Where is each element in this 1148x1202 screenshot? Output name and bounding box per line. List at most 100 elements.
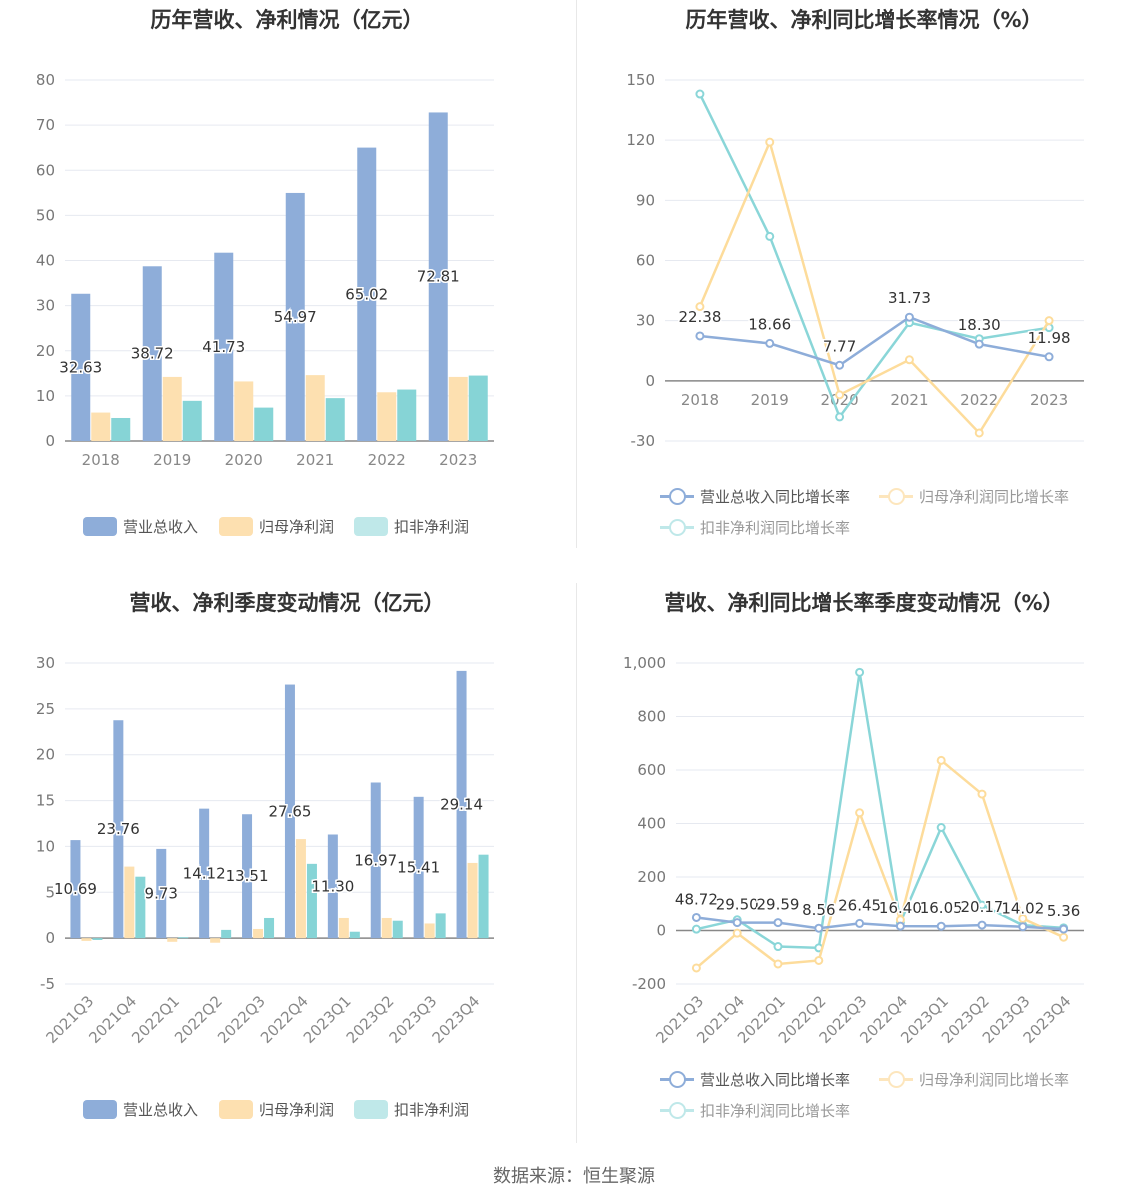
data-point	[1059, 932, 1069, 942]
data-label: 29.50	[716, 896, 759, 914]
data-point	[855, 667, 865, 677]
y-tick-label: 5	[45, 883, 55, 901]
data-point	[835, 360, 845, 370]
y-tick-label: 1,000	[623, 654, 666, 672]
y-tick-label: -200	[632, 975, 666, 993]
data-point	[695, 89, 705, 99]
data-point	[814, 923, 824, 933]
bar-revenue	[113, 720, 124, 939]
data-label: 22.38	[678, 308, 721, 326]
series-line	[696, 672, 1064, 950]
bar-net-profit	[448, 376, 468, 441]
legend: 营业总收入同比增长率 归母净利润同比增长率 扣非净利润同比增长率	[577, 486, 1148, 546]
data-label: 31.73	[888, 289, 931, 307]
y-tick-label: 90	[636, 191, 655, 209]
y-tick-label: 150	[626, 71, 655, 89]
data-label: 32.63	[59, 358, 102, 376]
legend-item-deducted-growth[interactable]: 扣非净利润同比增长率	[660, 517, 850, 538]
legend-item-net-growth[interactable]: 归母净利润同比增长率	[879, 1069, 1069, 1090]
bar-net-profit	[305, 375, 325, 441]
data-label: 29.59	[757, 896, 800, 914]
y-tick-label: 0	[656, 922, 666, 940]
legend-item-revenue[interactable]: 营业总收入	[83, 516, 198, 537]
data-point	[977, 900, 987, 910]
bar-deducted	[468, 375, 488, 441]
data-point	[773, 959, 783, 969]
data-point	[1018, 913, 1028, 923]
bar-deducted	[221, 929, 232, 939]
legend-item-revenue-growth[interactable]: 营业总收入同比增长率	[660, 486, 850, 507]
legend-item-revenue[interactable]: 营业总收入	[83, 1099, 198, 1120]
bar-net-profit	[91, 412, 111, 441]
data-label: 72.81	[417, 268, 460, 286]
data-point	[904, 312, 914, 322]
x-tick-label: 2023	[1030, 391, 1068, 409]
bar-net-profit	[338, 917, 349, 939]
legend-item-deducted-growth[interactable]: 扣非净利润同比增长率	[660, 1100, 850, 1121]
x-tick-label: 2019	[153, 451, 191, 469]
divider	[576, 583, 577, 1143]
bar-net-profit	[234, 381, 254, 441]
legend-item-deducted[interactable]: 扣非净利润	[354, 516, 469, 537]
y-tick-label: 10	[36, 837, 55, 855]
bar-deducted	[264, 917, 275, 939]
annual-values-chart: 0 10 20 30 40 50 60 70 80 2018 2019 2020 2021 2022 202…	[36, 71, 494, 469]
bar-net-profit	[162, 376, 182, 441]
legend-item-net-growth[interactable]: 归母净利润同比增长率	[879, 486, 1069, 507]
data-label: 14.12	[183, 864, 226, 882]
legend-symbol	[879, 487, 913, 506]
legend-item-net-profit[interactable]: 归母净利润	[219, 516, 334, 537]
legend: 营业总收入同比增长率 归母净利润同比增长率 扣非净利润同比增长率	[577, 1069, 1148, 1129]
data-label: 11.30	[311, 877, 354, 895]
legend-item-revenue-growth[interactable]: 营业总收入同比增长率	[660, 1069, 850, 1090]
bar-net-profit	[295, 839, 306, 939]
chart-title: 营收、净利同比增长率季度变动情况（%）	[664, 591, 1064, 615]
bar-revenue	[71, 293, 91, 441]
legend-label: 营业总收入同比增长率	[700, 488, 851, 506]
quarterly-values-chart: -50510152025302021Q32021Q42022Q12022Q220…	[36, 654, 494, 1047]
data-label: 8.56	[802, 901, 835, 919]
data-point	[855, 918, 865, 928]
bar-deducted	[254, 407, 274, 441]
chart-title: 历年营收、净利情况（亿元）	[150, 8, 424, 32]
data-label: 11.98	[1028, 329, 1071, 347]
legend-item-net-profit[interactable]: 归母净利润	[219, 1099, 334, 1120]
data-label: 26.45	[838, 896, 881, 914]
y-tick-label: 15	[36, 792, 55, 810]
y-tick-label: 120	[626, 131, 655, 149]
y-tick-label: 30	[36, 654, 55, 672]
data-label: 13.51	[226, 867, 269, 885]
data-label: 15.41	[397, 858, 440, 876]
bar-deducted	[111, 417, 131, 441]
bar-revenue	[199, 808, 210, 939]
data-point	[1044, 352, 1054, 362]
legend-symbol	[879, 1070, 913, 1089]
y-tick-label: 70	[36, 116, 55, 134]
legend-swatch	[354, 1100, 388, 1119]
x-tick-label: 2021	[890, 391, 928, 409]
bar-deducted	[325, 398, 345, 441]
data-point	[732, 918, 742, 928]
data-point	[773, 918, 783, 928]
legend-label: 归母净利润同比增长率	[919, 1071, 1070, 1089]
y-tick-label: 50	[36, 206, 55, 224]
data-point	[974, 428, 984, 438]
bar-net-profit	[424, 923, 435, 939]
series-line	[699, 315, 1050, 367]
panel-quarterly-values: 营收、净利季度变动情况（亿元） -5 0 5 10 15 20 25 30 2021Q3 2021…	[0, 583, 574, 1163]
bar-revenue	[413, 796, 424, 939]
legend-item-deducted[interactable]: 扣非净利润	[354, 1099, 469, 1120]
data-label: 18.30	[958, 316, 1001, 334]
x-tick-label: 2021	[296, 451, 334, 469]
legend-label: 归母净利润同比增长率	[919, 488, 1070, 506]
data-label: 16.97	[354, 851, 397, 869]
bar-revenue	[156, 848, 167, 939]
bar-net-profit	[381, 917, 392, 939]
bar-revenue	[357, 147, 377, 442]
bar-revenue	[142, 266, 162, 441]
data-point	[691, 924, 701, 934]
data-point	[695, 331, 705, 341]
legend-label: 扣非净利润	[394, 518, 470, 536]
bar-deducted	[92, 938, 103, 940]
data-label: 54.97	[274, 308, 317, 326]
